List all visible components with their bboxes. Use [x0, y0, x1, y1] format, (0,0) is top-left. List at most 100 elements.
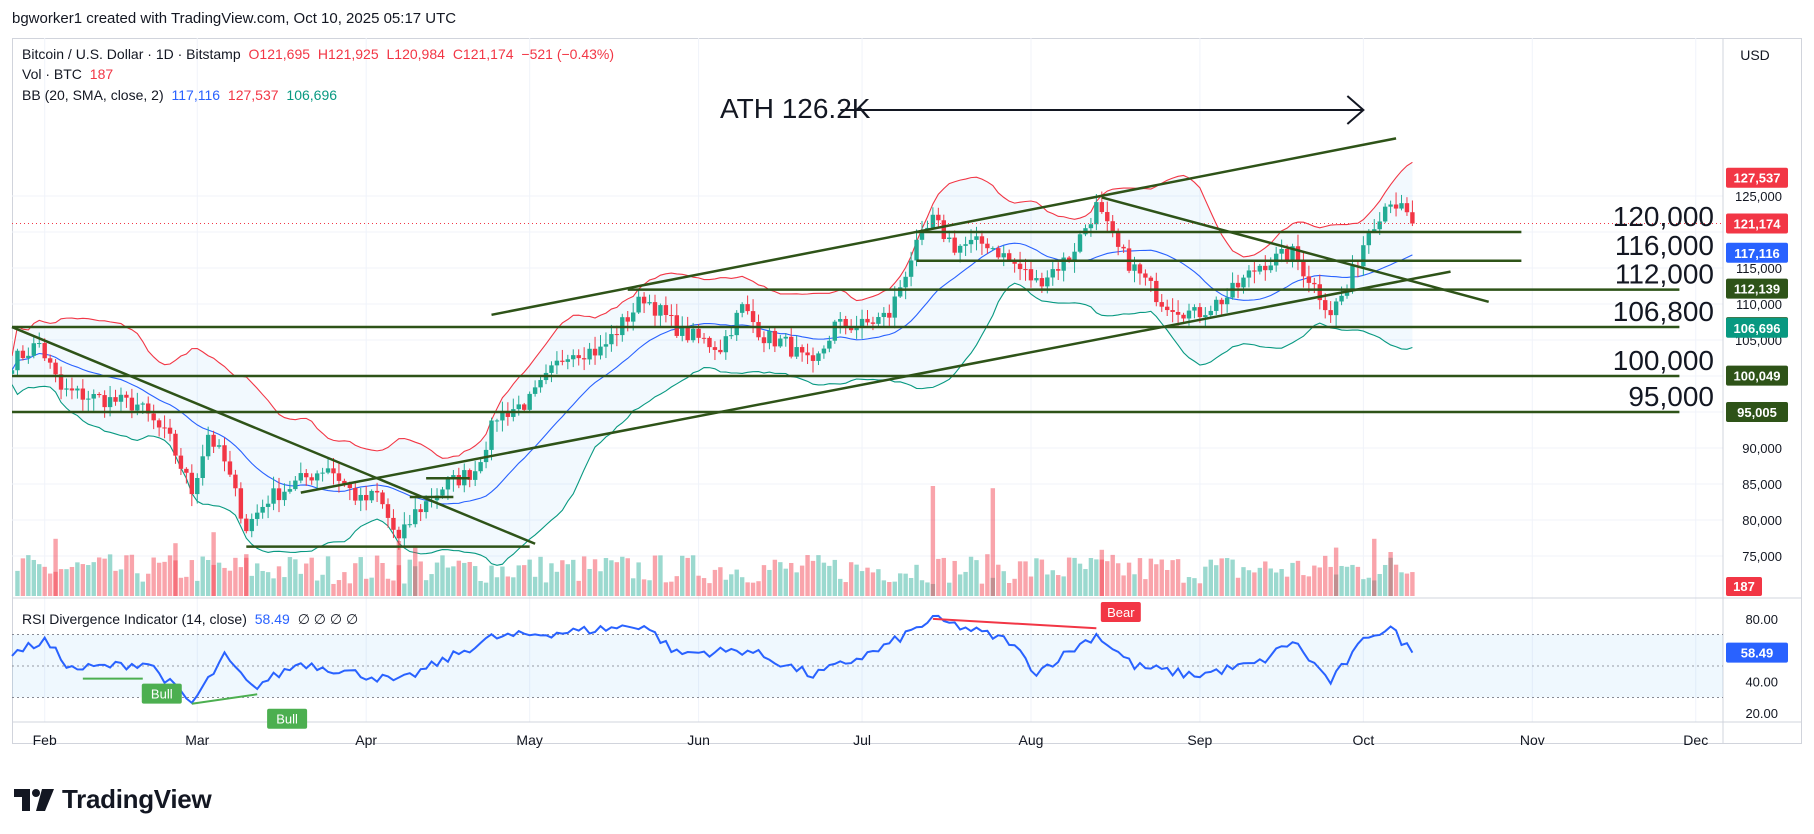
volume-bar [799, 565, 805, 596]
candle-body [129, 397, 135, 411]
volume-bar [1284, 576, 1290, 596]
volume-bar [456, 560, 462, 596]
divergence-line [932, 617, 1097, 630]
price-pane [12, 161, 1413, 566]
bb-legend: BB (20, SMA, close, 2) 117,116 127,537 1… [22, 87, 341, 103]
candle-body [865, 318, 870, 323]
volume-bar [69, 566, 75, 596]
volume-bar [1339, 565, 1344, 596]
candle-body [636, 296, 641, 313]
candle-body [625, 317, 630, 322]
volume-bar [609, 560, 614, 596]
bb-lower-line [12, 282, 1413, 566]
candle-body [37, 343, 42, 345]
volume-bar [930, 583, 936, 596]
candle-body [124, 394, 129, 398]
candle-body [979, 236, 985, 244]
volume-bar [162, 561, 167, 596]
trendline [491, 137, 1397, 317]
candle-body [968, 239, 974, 245]
volume-bar [979, 583, 985, 596]
volume-bar [511, 577, 516, 596]
volume-bar [31, 559, 36, 596]
price-axis: USD75,00080,00085,00090,00095,000100,000… [1726, 47, 1788, 596]
candle-body [135, 404, 140, 411]
candle-body [881, 312, 887, 318]
candle-body [712, 347, 718, 350]
volume-bar [963, 571, 968, 596]
candle-body [1377, 221, 1382, 230]
volume-bar [113, 570, 118, 596]
candle-body [1028, 269, 1034, 281]
rsi-tick-label: 80.00 [1745, 612, 1778, 627]
price-tick-label: 90,000 [1742, 441, 1782, 456]
volume-bar [1034, 558, 1039, 596]
volume-bar [374, 555, 380, 596]
volume-bar [1050, 570, 1055, 596]
volume-bar [1355, 566, 1361, 596]
volume-bar [838, 578, 843, 596]
tradingview-logo-icon [14, 788, 54, 811]
candle-body [1045, 277, 1050, 287]
volume-bar [1088, 557, 1094, 596]
volume-bar [859, 571, 865, 596]
volume-bar [1224, 558, 1230, 596]
tradingview-logo[interactable]: TradingView [14, 784, 212, 815]
volume-bar [1175, 559, 1181, 596]
candle-body [1115, 232, 1121, 247]
candle-body [489, 420, 494, 450]
candle-body [31, 343, 36, 356]
volume-bar [505, 576, 511, 596]
volume-bar [173, 560, 178, 596]
candle-body [325, 468, 331, 473]
volume-bar [1366, 577, 1372, 596]
candle-body [276, 488, 282, 501]
volume-bar [1333, 547, 1339, 596]
volume-bar [957, 574, 963, 596]
price-badge-label: 121,174 [1734, 217, 1782, 232]
candle-body [1110, 221, 1115, 233]
candle-body [271, 488, 276, 504]
candle-body [342, 480, 347, 484]
volume-bar [1137, 558, 1143, 596]
volume-bar [985, 554, 990, 596]
volume-bar [1110, 554, 1115, 596]
volume-bar [1094, 559, 1099, 596]
candle-body [565, 359, 571, 362]
candle-body [848, 327, 854, 331]
volume-bar [968, 556, 974, 596]
candle-body [1094, 202, 1099, 225]
volume-bar [369, 577, 374, 596]
candle-body [347, 483, 353, 489]
candle-body [936, 214, 941, 221]
time-axis: Feb Mar Apr May Jun Jul Aug Sep Oct Nov Dec [33, 732, 1709, 748]
volume-bar [1252, 572, 1257, 596]
price-badge-label: 117,116 [1734, 246, 1780, 261]
candle-body [1279, 249, 1284, 254]
price-badge [1726, 167, 1788, 188]
volume-bar [1312, 565, 1317, 596]
candle-body [887, 312, 892, 318]
candle-body [472, 471, 478, 480]
candle-body [1050, 269, 1055, 278]
volume-bar [587, 568, 592, 596]
volume-bar [140, 581, 145, 596]
volume-bar [647, 580, 652, 596]
candle-body [674, 315, 679, 336]
volume-bar [396, 565, 402, 596]
candle-body [15, 350, 20, 371]
volume-bar [848, 562, 854, 596]
chart-frame[interactable] [12, 38, 1802, 744]
volume-bar [936, 558, 941, 596]
volume-bar [20, 558, 26, 596]
candle-body [1410, 212, 1415, 224]
time-tick-label: Nov [1520, 732, 1545, 748]
volume-bar [1393, 564, 1399, 596]
volume-bar [897, 573, 903, 596]
candle-body [789, 336, 794, 357]
volume-bar [255, 563, 260, 596]
volume-bar [1148, 558, 1154, 596]
volume-bar [58, 569, 64, 596]
